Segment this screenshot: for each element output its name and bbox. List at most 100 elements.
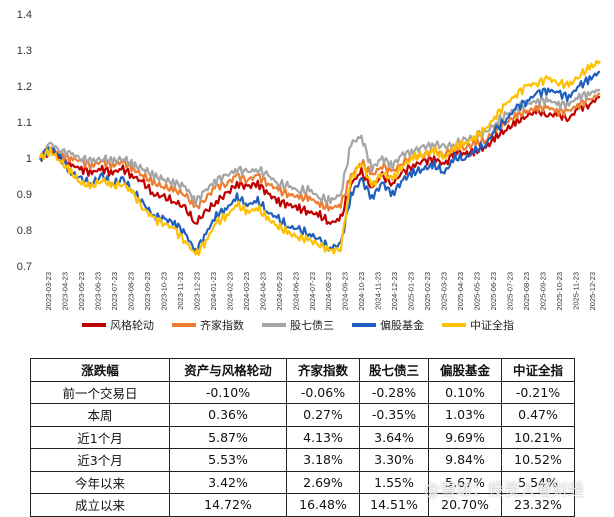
table-cell: 9.84%: [428, 448, 502, 472]
x-tick-label: 2025-05-23: [472, 272, 481, 310]
x-tick-label: 2024-03-23: [242, 272, 251, 310]
table-cell: 5.53%: [169, 448, 287, 472]
legend-swatch: [172, 323, 196, 327]
x-tick-label: 2025-11-23: [571, 272, 580, 310]
table-cell: 今年以来: [30, 470, 170, 494]
table-cell: 16.48%: [286, 493, 360, 517]
header-cell: 齐家指数: [286, 358, 360, 382]
table-cell: 本周: [30, 403, 170, 427]
legend-item: 股七债三: [262, 317, 334, 333]
y-tick-label: 0.9: [17, 189, 32, 201]
x-tick-label: 2024-01-23: [209, 272, 218, 310]
y-tick-label: 1.4: [17, 9, 32, 21]
series-line: [39, 95, 601, 225]
legend-swatch: [352, 323, 376, 327]
x-tick-label: 2025-04-23: [456, 272, 465, 310]
table-cell: 23.32%: [501, 493, 575, 517]
x-tick-label: 2024-04-23: [258, 272, 267, 310]
table-cell: 14.51%: [359, 493, 429, 517]
legend-item: 风格轮动: [82, 317, 154, 333]
table-cell: 3.64%: [359, 425, 429, 449]
table-cell: -0.10%: [169, 380, 287, 404]
table-row: 今年以来 3.42% 2.69% 1.55% 5.67% 5.54%: [30, 470, 575, 494]
x-tick-label: 2024-08-23: [324, 272, 333, 310]
x-tick-label: 2023-04-23: [61, 272, 70, 310]
table-row: 近1个月 5.87% 4.13% 3.64% 9.69% 10.21%: [30, 425, 575, 449]
x-tick-label: 2023-05-23: [77, 272, 86, 310]
y-axis: 0.7 0.8 0.9 1 1.1 1.2 1.3 1.4: [17, 9, 32, 273]
x-tick-label: 2025-12-23: [588, 272, 597, 310]
x-tick-label: 2025-06-23: [489, 272, 498, 310]
table-cell: 0.27%: [286, 403, 360, 427]
header-cell: 中证全指: [501, 358, 575, 382]
y-tick-label: 1: [26, 153, 32, 165]
header-cell: 涨跌幅: [30, 358, 170, 382]
y-tick-label: 1.3: [17, 45, 32, 57]
table-cell: 10.21%: [501, 425, 575, 449]
table-cell: 0.47%: [501, 403, 575, 427]
header-cell: 资产与风格轮动: [169, 358, 287, 382]
y-tick-label: 0.7: [17, 261, 32, 273]
x-tick-label: 2025-03-23: [440, 272, 449, 310]
legend-item: 偏股基金: [352, 317, 424, 333]
table-cell: 0.36%: [169, 403, 287, 427]
series-line: [38, 59, 601, 256]
x-tick-label: 2024-12-23: [390, 272, 399, 310]
x-tick-label: 2023-06-23: [94, 272, 103, 310]
x-tick-label: 2025-02-23: [423, 272, 432, 310]
y-tick-label: 1.1: [17, 117, 32, 129]
x-tick-label: 2025-08-23: [522, 272, 531, 310]
x-tick-label: 2024-06-23: [291, 272, 300, 310]
table-row: 近3个月 5.53% 3.18% 3.30% 9.84% 10.52%: [30, 448, 575, 472]
table-cell: 3.18%: [286, 448, 360, 472]
table-cell: -0.21%: [501, 380, 575, 404]
x-tick-label: 2025-01-23: [407, 272, 416, 310]
table-row: 本周 0.36% 0.27% -0.35% 1.03% 0.47%: [30, 403, 575, 427]
table-cell: 1.03%: [428, 403, 502, 427]
line-chart: 0.7 0.8 0.9 1 1.1 1.2 1.3 1.4 2023-03-23 2023-04…: [17, 9, 601, 310]
legend-swatch: [262, 323, 286, 327]
table-cell: 近3个月: [30, 448, 170, 472]
table-cell: 10.52%: [501, 448, 575, 472]
table-cell: 5.67%: [428, 470, 502, 494]
legend-label: 中证全指: [470, 319, 514, 332]
x-tick-label: 2023-03-23: [44, 272, 53, 310]
table-cell: 14.72%: [169, 493, 287, 517]
x-tick-label: 2025-10-23: [555, 272, 564, 310]
table-cell: 成立以来: [30, 493, 170, 517]
table-header-row: 涨跌幅 资产与风格轮动 齐家指数 股七债三 偏股基金 中证全指: [30, 358, 575, 382]
x-tick-label: 2024-11-23: [374, 272, 383, 310]
table-cell: 9.69%: [428, 425, 502, 449]
x-tick-label: 2023-09-23: [143, 272, 152, 310]
x-tick-label: 2024-07-23: [308, 272, 317, 310]
table-cell: -0.35%: [359, 403, 429, 427]
table-cell: -0.06%: [286, 380, 360, 404]
table-cell: 前一个交易日: [30, 380, 170, 404]
x-tick-label: 2023-12-23: [192, 272, 201, 310]
table-cell: 2.69%: [286, 470, 360, 494]
table-cell: 5.87%: [169, 425, 287, 449]
table-cell: 0.10%: [428, 380, 502, 404]
table-cell: 20.70%: [428, 493, 502, 517]
x-tick-label: 2023-07-23: [110, 272, 119, 310]
series-line: [38, 88, 601, 207]
performance-table: 涨跌幅 资产与风格轮动 齐家指数 股七债三 偏股基金 中证全指 前一个交易日 -0…: [30, 358, 575, 517]
header-cell: 偏股基金: [428, 358, 502, 382]
y-tick-label: 1.2: [17, 81, 32, 93]
legend-swatch: [442, 323, 466, 327]
x-tick-label: 2024-02-23: [225, 272, 234, 310]
legend-label: 股七债三: [290, 319, 334, 332]
chart-legend: 风格轮动 齐家指数 股七债三 偏股基金 中证全指: [82, 317, 514, 333]
table-cell: 5.54%: [501, 470, 575, 494]
legend-label: 偏股基金: [380, 319, 424, 332]
table-row: 成立以来 14.72% 16.48% 14.51% 20.70% 23.32%: [30, 493, 575, 517]
legend-label: 风格轮动: [110, 319, 154, 332]
table-cell: 3.30%: [359, 448, 429, 472]
y-tick-label: 0.8: [17, 225, 32, 237]
table-row: 前一个交易日 -0.10% -0.06% -0.28% 0.10% -0.21%: [30, 380, 575, 404]
legend-label: 齐家指数: [200, 319, 244, 332]
table-cell: -0.28%: [359, 380, 429, 404]
header-cell: 股七债三: [359, 358, 429, 382]
legend-item: 中证全指: [442, 317, 514, 333]
table-cell: 4.13%: [286, 425, 360, 449]
